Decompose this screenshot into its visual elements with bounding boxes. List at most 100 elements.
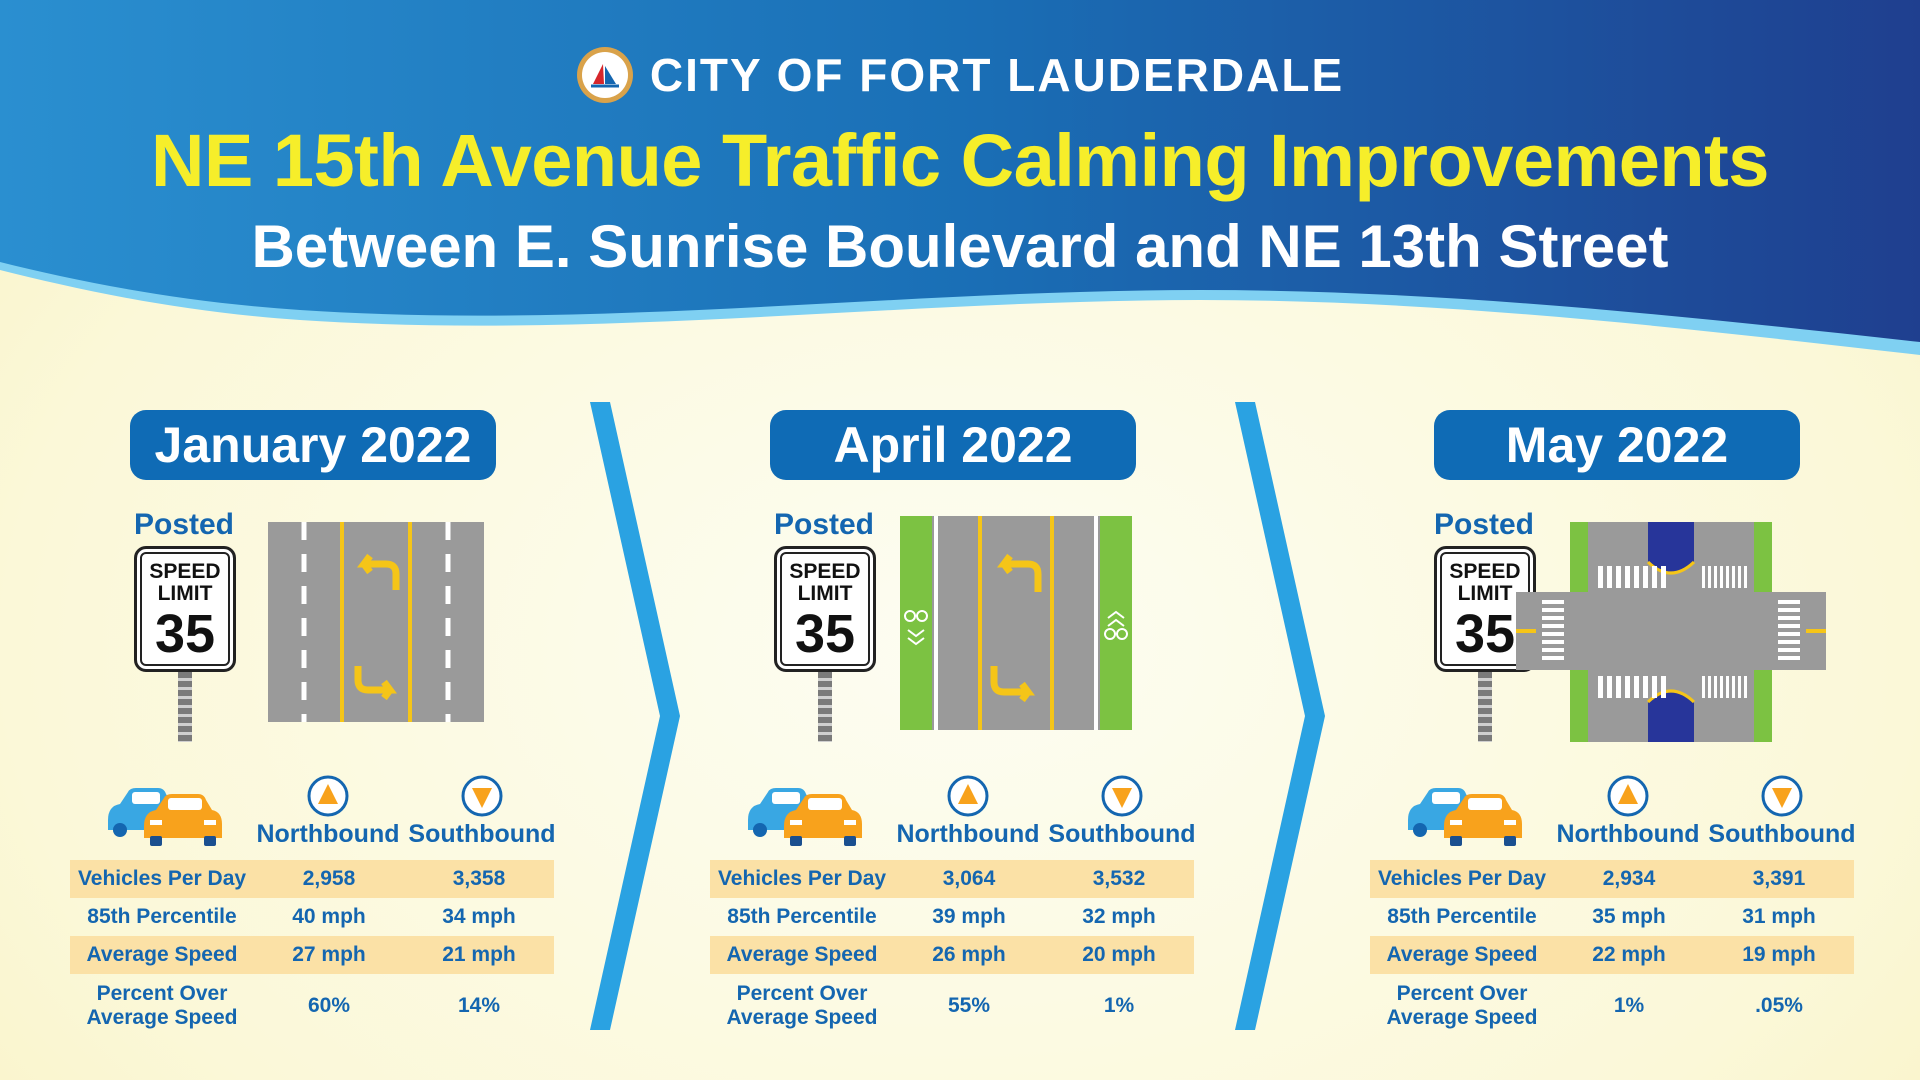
northbound-value: 22 mph xyxy=(1592,943,1666,966)
row-label: Average Speed xyxy=(726,943,878,966)
panel-january: January 2022 Posted SPEED LIMIT 35 Northbound… xyxy=(70,410,570,1050)
northbound-label: Northbound xyxy=(1556,820,1700,848)
sign-post xyxy=(818,672,832,742)
page-subtitle: Between E. Sunrise Boulevard and NE 13th… xyxy=(251,213,1669,280)
table-row: Vehicles Per Day 2,958 3,358 xyxy=(70,860,554,898)
northbound-label: Northbound xyxy=(896,820,1040,848)
southbound-value: 32 mph xyxy=(1082,905,1156,928)
cars-icon xyxy=(1408,788,1522,846)
southbound-value: 19 mph xyxy=(1742,943,1816,966)
posted-label: Posted xyxy=(773,508,875,541)
southbound-arrow-icon xyxy=(1101,775,1143,817)
sign-line1: SPEED xyxy=(1449,560,1521,583)
northbound-arrow-icon xyxy=(947,775,989,817)
row-label: 85th Percentile xyxy=(1387,905,1537,928)
southbound-arrow-icon xyxy=(1761,775,1803,817)
southbound-value: 1% xyxy=(1103,994,1135,1017)
table-row: 85th Percentile 35 mph 31 mph xyxy=(1370,898,1854,936)
northbound-value: 40 mph xyxy=(292,905,366,928)
period-label: April 2022 xyxy=(770,410,1136,480)
southbound-value: 31 mph xyxy=(1742,905,1816,928)
stats-table: Vehicles Per Day 3,064 3,532 85th Percentil… xyxy=(710,860,1194,1038)
row-label: 85th Percentile xyxy=(87,905,237,928)
table-row: 85th Percentile 40 mph 34 mph xyxy=(70,898,554,936)
southbound-label: Southbound xyxy=(1048,820,1196,848)
northbound-value: 1% xyxy=(1613,994,1645,1017)
northbound-value: 39 mph xyxy=(932,905,1006,928)
northbound-value: 60% xyxy=(307,994,351,1017)
southbound-label: Southbound xyxy=(408,820,556,848)
southbound-value: 34 mph xyxy=(442,905,516,928)
northbound-value: 26 mph xyxy=(932,943,1006,966)
sign-line1: SPEED xyxy=(789,560,861,583)
southbound-value: 3,532 xyxy=(1092,867,1146,890)
row-label: Vehicles Per Day xyxy=(717,867,887,890)
sign-post xyxy=(178,672,192,742)
table-row: Vehicles Per Day 2,934 3,391 xyxy=(1370,860,1854,898)
southbound-value: 3,358 xyxy=(452,867,506,890)
cars-icon xyxy=(748,788,862,846)
northbound-arrow-icon xyxy=(1607,775,1649,817)
speed-limit-value: 35 xyxy=(1454,604,1516,664)
table-row: Vehicles Per Day 3,064 3,532 xyxy=(710,860,1194,898)
northbound-label: Northbound xyxy=(256,820,400,848)
row-label: Percent Over Average Speed xyxy=(1386,982,1538,1029)
road-diagram xyxy=(900,516,1132,730)
header-banner xyxy=(0,0,1920,355)
southbound-arrow-icon xyxy=(461,775,503,817)
southbound-label: Southbound xyxy=(1708,820,1856,848)
row-label: Percent Over Average Speed xyxy=(86,982,238,1029)
northbound-value: 27 mph xyxy=(292,943,366,966)
row-label: Vehicles Per Day xyxy=(1377,867,1547,890)
northbound-value: 55% xyxy=(947,994,991,1017)
page-title: NE 15th Avenue Traffic Calming Improveme… xyxy=(151,119,1769,202)
chevron-right-icon xyxy=(1235,402,1325,1030)
northbound-value: 2,958 xyxy=(302,867,356,890)
stats-table: Vehicles Per Day 2,958 3,358 85th Percentil… xyxy=(70,860,554,1038)
sign-line1: SPEED xyxy=(149,560,221,583)
northbound-value: 3,064 xyxy=(942,867,996,890)
posted-label: Posted xyxy=(1433,508,1535,541)
period-label: January 2022 xyxy=(130,410,496,480)
table-row: Percent Over Average Speed 55% 1% xyxy=(710,974,1194,1038)
southbound-value: 14% xyxy=(457,994,501,1017)
table-row: Average Speed 22 mph 19 mph xyxy=(1370,936,1854,974)
cars-icon xyxy=(108,788,222,846)
table-row: Average Speed 26 mph 20 mph xyxy=(710,936,1194,974)
table-row: 85th Percentile 39 mph 32 mph xyxy=(710,898,1194,936)
sign-line2: LIMIT xyxy=(797,582,853,605)
city-seal-icon xyxy=(576,47,633,103)
stats-table: Vehicles Per Day 2,934 3,391 85th Percentil… xyxy=(1370,860,1854,1038)
table-row: Percent Over Average Speed 60% 14% xyxy=(70,974,554,1038)
row-label: Vehicles Per Day xyxy=(77,867,247,890)
sign-post xyxy=(1478,672,1492,742)
table-row: Percent Over Average Speed 1% .05% xyxy=(1370,974,1854,1038)
table-row: Average Speed 27 mph 21 mph xyxy=(70,936,554,974)
sign-line2: LIMIT xyxy=(1457,582,1513,605)
row-label: 85th Percentile xyxy=(727,905,877,928)
row-label: Average Speed xyxy=(1386,943,1538,966)
panel-may: May 2022 Posted SPEED LIMIT 35 Northbound Sout… xyxy=(1370,410,1870,1050)
chevron-right-icon xyxy=(590,402,680,1030)
city-name: CITY OF FORT LAUDERDALE xyxy=(649,49,1345,101)
city-line: CITY OF FORT LAUDERDALE xyxy=(0,46,1920,104)
southbound-value: 20 mph xyxy=(1082,943,1156,966)
sign-line2: LIMIT xyxy=(157,582,213,605)
row-label: Percent Over Average Speed xyxy=(726,982,878,1029)
southbound-value: 3,391 xyxy=(1752,867,1806,890)
southbound-value: 21 mph xyxy=(442,943,516,966)
road-diagram xyxy=(268,522,484,722)
speed-limit-sign-icon: SPEED LIMIT 35 xyxy=(134,546,236,672)
intersection-diagram xyxy=(1516,522,1826,742)
northbound-value: 2,934 xyxy=(1602,867,1656,890)
speed-limit-value: 35 xyxy=(154,604,216,664)
northbound-value: 35 mph xyxy=(1592,905,1666,928)
southbound-value: .05% xyxy=(1755,994,1803,1017)
row-label: Average Speed xyxy=(86,943,238,966)
period-label: May 2022 xyxy=(1434,410,1800,480)
posted-label: Posted xyxy=(133,508,235,541)
northbound-arrow-icon xyxy=(307,775,349,817)
panel-april: April 2022 Posted SPEED LIMIT 35 Northbound So… xyxy=(710,410,1210,1050)
speed-limit-value: 35 xyxy=(794,604,856,664)
speed-limit-sign-icon: SPEED LIMIT 35 xyxy=(774,546,876,672)
